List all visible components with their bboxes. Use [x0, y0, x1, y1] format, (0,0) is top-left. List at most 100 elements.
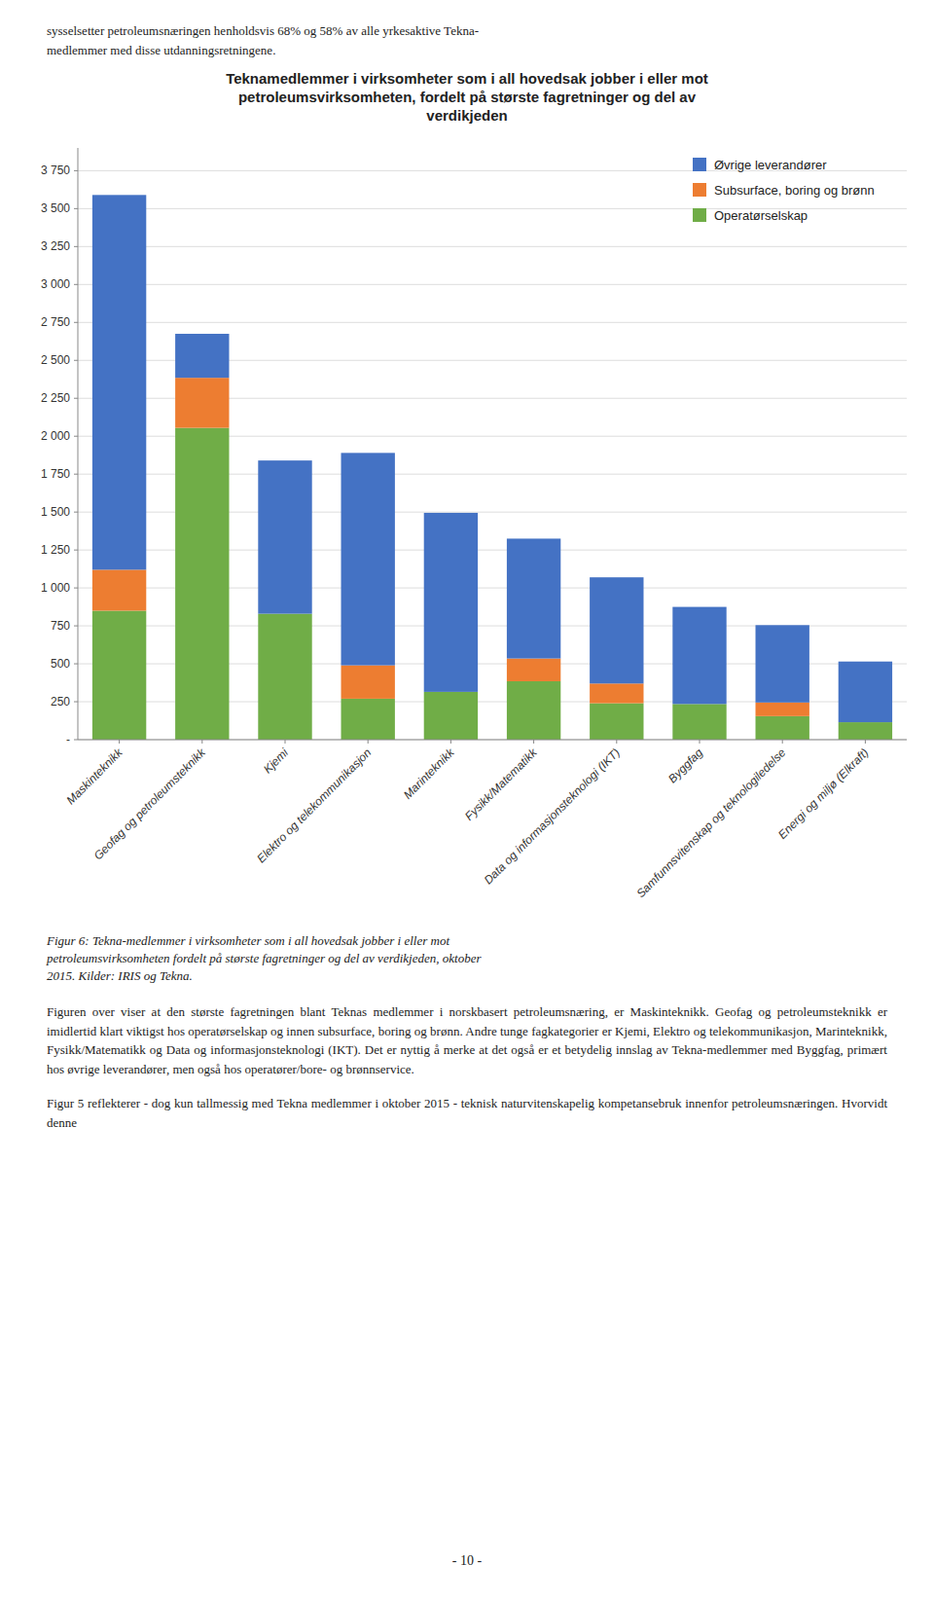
- y-tick-label: 2 000: [40, 429, 71, 443]
- y-tick-label: 750: [50, 618, 71, 633]
- x-tick: [615, 739, 617, 744]
- x-tick-label: Fysikk/Matematikk: [462, 745, 540, 824]
- x-tick-label: Kjemi: [260, 745, 291, 776]
- x-tick-label: Byggfag: [665, 745, 706, 786]
- x-tick-label: Geofag og petroleumsteknikk: [91, 745, 210, 863]
- series: [92, 377, 810, 717]
- y-tick-label: 2 750: [40, 315, 71, 329]
- grid-line: [77, 246, 907, 248]
- bar-segment: [838, 721, 893, 740]
- title-line: petroleumsvirksomheten, fordelt på størs…: [238, 88, 697, 106]
- y-axis: - 250 500 750 1 000 1 250 1 500 1 750 2 000 2 250…: [40, 147, 78, 747]
- x-tick: [201, 739, 203, 744]
- bar-segment: [589, 703, 644, 740]
- x-tick: [367, 739, 369, 744]
- y-axis-line: [77, 147, 79, 740]
- y-tick-label: 250: [50, 694, 71, 709]
- x-tick: [782, 739, 784, 744]
- legend-swatch: [692, 157, 707, 172]
- legend-swatch: [692, 182, 707, 197]
- series: [92, 194, 893, 722]
- bar-segment: [175, 377, 229, 428]
- y-tick: [73, 739, 78, 741]
- legend: Øvrige leverandører Subsurface, boring og…: [692, 157, 875, 223]
- y-tick: [73, 322, 78, 324]
- y-tick: [73, 435, 78, 437]
- bar-segment: [175, 333, 229, 378]
- legend-label: Operatørselskap: [714, 208, 808, 223]
- y-tick-label: 2 250: [40, 391, 71, 405]
- x-tick: [118, 739, 120, 744]
- chart-title: Teknamedlemmer i virksomheter som i all …: [225, 70, 709, 124]
- bar-segment: [257, 613, 312, 740]
- series: [92, 428, 893, 740]
- bar-segment: [257, 460, 312, 613]
- bar-segment: [755, 702, 810, 717]
- bar-segment: [424, 512, 478, 692]
- legend-swatch: [692, 208, 707, 222]
- body-paragraph: Figuren over viser at den største fagret…: [46, 1002, 888, 1078]
- caption: Figur 6: Tekna-medlemmer i virksomheter …: [46, 932, 888, 986]
- x-tick: [533, 739, 535, 744]
- title-line: Teknamedlemmer i virksomheter som i all …: [225, 70, 709, 87]
- x-axis: MaskinteknikkGeofag og petroleumsteknikk…: [64, 739, 907, 900]
- bar-segment: [506, 658, 561, 682]
- text-above: sysselsetter petroleumsnæringen henholds…: [46, 21, 888, 60]
- y-tick-label: 500: [50, 656, 71, 671]
- y-tick: [73, 511, 78, 513]
- page-number: - 10 -: [0, 1552, 934, 1569]
- x-tick: [699, 739, 701, 744]
- grid-line: [77, 322, 907, 324]
- bar-segment: [341, 452, 396, 665]
- y-tick-label: 1 250: [40, 542, 71, 557]
- y-tick-label: 3 250: [40, 239, 71, 253]
- bar-segment: [589, 576, 644, 683]
- bar-segment: [672, 607, 726, 705]
- y-tick: [73, 397, 78, 399]
- grid-line: [77, 284, 907, 286]
- y-tick-label: 3 750: [40, 163, 71, 178]
- y-tick: [73, 208, 78, 210]
- chart: Teknamedlemmer i virksomheter som i all …: [0, 66, 934, 928]
- bars: [92, 194, 893, 740]
- y-tick-label: 1 750: [40, 467, 71, 481]
- x-tick-label: Data og informasjonsteknologi (IKT): [481, 745, 623, 887]
- bar-segment: [506, 538, 561, 658]
- legend-label: Øvrige leverandører: [714, 157, 827, 173]
- y-tick: [73, 284, 78, 286]
- y-tick: [73, 549, 78, 551]
- bar-segment: [672, 703, 726, 740]
- y-tick-label: 2 500: [40, 353, 71, 367]
- bar-segment: [755, 624, 810, 703]
- bar-segment: [341, 698, 396, 740]
- bar-segment: [92, 569, 146, 611]
- y-tick: [73, 473, 78, 475]
- x-tick-label: Samfunnsvitenskap og teknologiledelse: [633, 745, 789, 900]
- y-tick-label: 3 000: [40, 277, 71, 291]
- bar-segment: [341, 665, 396, 699]
- y-tick-label: -: [66, 732, 71, 747]
- x-tick: [864, 739, 866, 744]
- y-tick: [73, 170, 78, 172]
- y-tick-label: 1 500: [40, 504, 71, 519]
- x-tick-label: Energi og miljø (Elkraft): [775, 745, 872, 842]
- x-tick-label: Maskinteknikk: [64, 745, 127, 808]
- y-tick: [73, 587, 78, 589]
- y-tick-label: 1 000: [40, 580, 71, 595]
- grid: [77, 170, 907, 740]
- x-tick-label: Elektro og telekommunikasjon: [253, 745, 374, 865]
- x-tick: [285, 739, 287, 744]
- y-tick: [73, 246, 78, 248]
- bar-segment: [755, 716, 810, 740]
- legend-label: Subsurface, boring og brønn: [714, 182, 875, 198]
- y-tick-label: 3 500: [40, 201, 71, 216]
- bar-segment: [506, 681, 561, 740]
- y-tick: [73, 359, 78, 361]
- bar-segment: [424, 691, 478, 740]
- body-text: Figuren over viser at den største fagret…: [46, 1002, 888, 1148]
- y-tick: [73, 701, 78, 703]
- bar-segment: [92, 610, 146, 740]
- x-tick: [450, 739, 452, 744]
- y-tick: [73, 663, 78, 665]
- bar-segment: [92, 194, 146, 570]
